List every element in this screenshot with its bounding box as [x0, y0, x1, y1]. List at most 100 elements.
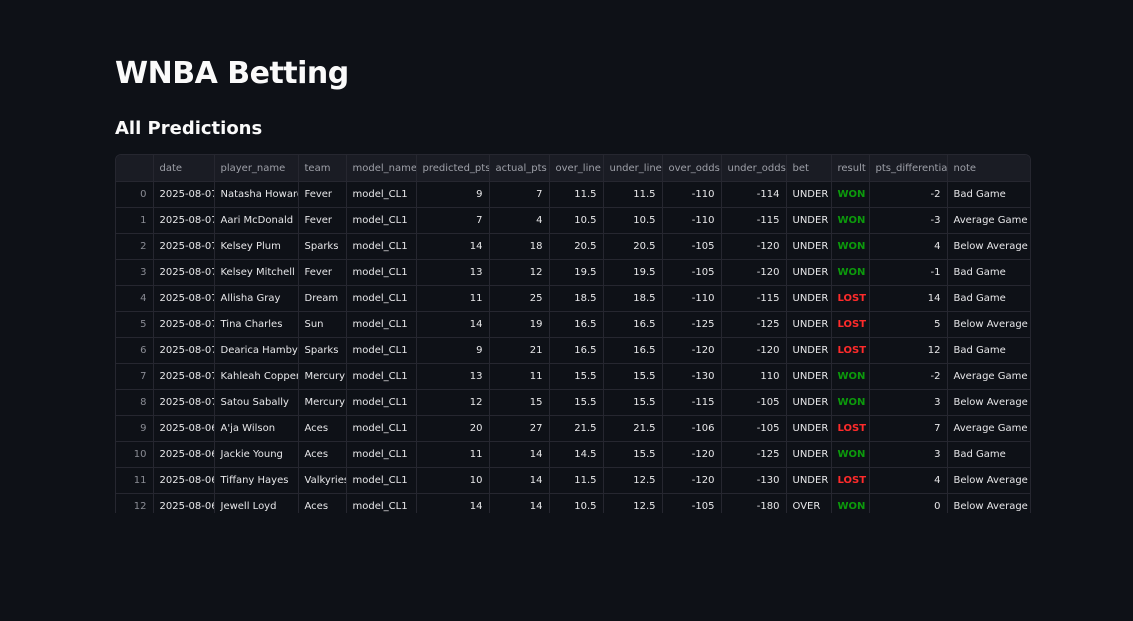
cell-over_line[interactable]: 10.5 [549, 493, 604, 513]
cell-player_name[interactable]: Allisha Gray [214, 285, 299, 312]
cell-over_odds[interactable]: -125 [662, 311, 722, 338]
cell-date[interactable]: 2025-08-07 [153, 233, 215, 260]
cell-predicted_pts[interactable]: 12 [416, 389, 490, 416]
cell-date[interactable]: 2025-08-07 [153, 311, 215, 338]
cell-over_line[interactable]: 19.5 [549, 259, 604, 286]
cell-under_line[interactable]: 21.5 [603, 415, 663, 442]
predictions-table[interactable]: date player_name team model_name predicted_p… [115, 154, 1031, 513]
cell-team[interactable]: Fever [298, 259, 347, 286]
cell-index[interactable]: 0 [116, 181, 154, 208]
cell-model_name[interactable]: model_CL1 [346, 181, 417, 208]
cell-predicted_pts[interactable]: 14 [416, 311, 490, 338]
cell-actual_pts[interactable]: 21 [489, 337, 550, 364]
cell-pts_differential[interactable]: 14 [869, 285, 948, 312]
cell-predicted_pts[interactable]: 9 [416, 181, 490, 208]
cell-over_odds[interactable]: -106 [662, 415, 722, 442]
cell-over_odds[interactable]: -105 [662, 493, 722, 513]
column-header-over_line[interactable]: over_line [549, 155, 604, 182]
cell-over_line[interactable]: 11.5 [549, 467, 604, 494]
cell-result[interactable]: WON [831, 363, 870, 390]
cell-actual_pts[interactable]: 12 [489, 259, 550, 286]
cell-over_line[interactable]: 18.5 [549, 285, 604, 312]
table-row[interactable]: 8 2025-08-07 Satou Sabally Mercury model_CL1… [116, 389, 1030, 416]
cell-player_name[interactable]: Aari McDonald [214, 207, 299, 234]
cell-over_odds[interactable]: -105 [662, 259, 722, 286]
cell-under_line[interactable]: 16.5 [603, 337, 663, 364]
cell-model_name[interactable]: model_CL1 [346, 285, 417, 312]
column-header-under_odds[interactable]: under_odds [721, 155, 787, 182]
cell-date[interactable]: 2025-08-07 [153, 337, 215, 364]
table-row[interactable]: 7 2025-08-07 Kahleah Copper Mercury model_CL… [116, 363, 1030, 390]
cell-bet[interactable]: UNDER [786, 337, 832, 364]
cell-pts_differential[interactable]: -2 [869, 363, 948, 390]
cell-bet[interactable]: UNDER [786, 415, 832, 442]
cell-actual_pts[interactable]: 25 [489, 285, 550, 312]
cell-predicted_pts[interactable]: 14 [416, 233, 490, 260]
column-header-bet[interactable]: bet [786, 155, 832, 182]
cell-predicted_pts[interactable]: 14 [416, 493, 490, 513]
cell-index[interactable]: 11 [116, 467, 154, 494]
cell-note[interactable]: Below Average [947, 467, 1030, 494]
cell-player_name[interactable]: Jewell Loyd [214, 493, 299, 513]
cell-bet[interactable]: UNDER [786, 207, 832, 234]
cell-note[interactable]: Below Average [947, 233, 1030, 260]
cell-under_odds[interactable]: -120 [721, 337, 787, 364]
cell-team[interactable]: Mercury [298, 389, 347, 416]
cell-over_odds[interactable]: -120 [662, 467, 722, 494]
cell-under_line[interactable]: 15.5 [603, 363, 663, 390]
cell-over_odds[interactable]: -120 [662, 441, 722, 468]
cell-actual_pts[interactable]: 19 [489, 311, 550, 338]
cell-note[interactable]: Below Average [947, 311, 1030, 338]
column-header-pts_differential[interactable]: pts_differential [869, 155, 948, 182]
cell-under_line[interactable]: 20.5 [603, 233, 663, 260]
cell-bet[interactable]: UNDER [786, 467, 832, 494]
cell-team[interactable]: Dream [298, 285, 347, 312]
cell-bet[interactable]: UNDER [786, 181, 832, 208]
cell-actual_pts[interactable]: 7 [489, 181, 550, 208]
cell-player_name[interactable]: Kelsey Plum [214, 233, 299, 260]
cell-model_name[interactable]: model_CL1 [346, 493, 417, 513]
cell-predicted_pts[interactable]: 7 [416, 207, 490, 234]
cell-date[interactable]: 2025-08-07 [153, 285, 215, 312]
table-row[interactable]: 1 2025-08-07 Aari McDonald Fever model_CL1 7 4… [116, 207, 1030, 234]
cell-index[interactable]: 6 [116, 337, 154, 364]
table-row[interactable]: 5 2025-08-07 Tina Charles Sun model_CL1 14 19 1… [116, 311, 1030, 338]
cell-under_odds[interactable]: -130 [721, 467, 787, 494]
cell-predicted_pts[interactable]: 10 [416, 467, 490, 494]
cell-result[interactable]: WON [831, 181, 870, 208]
cell-index[interactable]: 3 [116, 259, 154, 286]
cell-actual_pts[interactable]: 4 [489, 207, 550, 234]
cell-model_name[interactable]: model_CL1 [346, 311, 417, 338]
cell-under_line[interactable]: 19.5 [603, 259, 663, 286]
cell-actual_pts[interactable]: 14 [489, 467, 550, 494]
cell-bet[interactable]: UNDER [786, 285, 832, 312]
column-header-note[interactable]: note [947, 155, 1030, 182]
cell-over_line[interactable]: 16.5 [549, 311, 604, 338]
table-row[interactable]: 6 2025-08-07 Dearica Hamby Sparks model_CL1 9… [116, 337, 1030, 364]
cell-pts_differential[interactable]: 0 [869, 493, 948, 513]
cell-pts_differential[interactable]: 4 [869, 467, 948, 494]
cell-under_odds[interactable]: -115 [721, 207, 787, 234]
cell-result[interactable]: WON [831, 389, 870, 416]
cell-model_name[interactable]: model_CL1 [346, 441, 417, 468]
cell-result[interactable]: LOST [831, 415, 870, 442]
cell-date[interactable]: 2025-08-07 [153, 259, 215, 286]
cell-player_name[interactable]: Dearica Hamby [214, 337, 299, 364]
cell-under_odds[interactable]: -105 [721, 389, 787, 416]
column-header-actual_pts[interactable]: actual_pts [489, 155, 550, 182]
cell-model_name[interactable]: model_CL1 [346, 363, 417, 390]
cell-under_line[interactable]: 12.5 [603, 467, 663, 494]
cell-over_line[interactable]: 16.5 [549, 337, 604, 364]
column-header-team[interactable]: team [298, 155, 347, 182]
cell-index[interactable]: 5 [116, 311, 154, 338]
cell-over_line[interactable]: 20.5 [549, 233, 604, 260]
cell-pts_differential[interactable]: 12 [869, 337, 948, 364]
cell-under_odds[interactable]: -120 [721, 259, 787, 286]
cell-over_odds[interactable]: -110 [662, 207, 722, 234]
column-header-model_name[interactable]: model_name [346, 155, 417, 182]
cell-index[interactable]: 7 [116, 363, 154, 390]
cell-player_name[interactable]: Natasha Howard [214, 181, 299, 208]
cell-under_line[interactable]: 12.5 [603, 493, 663, 513]
cell-team[interactable]: Valkyries [298, 467, 347, 494]
cell-under_line[interactable]: 15.5 [603, 441, 663, 468]
